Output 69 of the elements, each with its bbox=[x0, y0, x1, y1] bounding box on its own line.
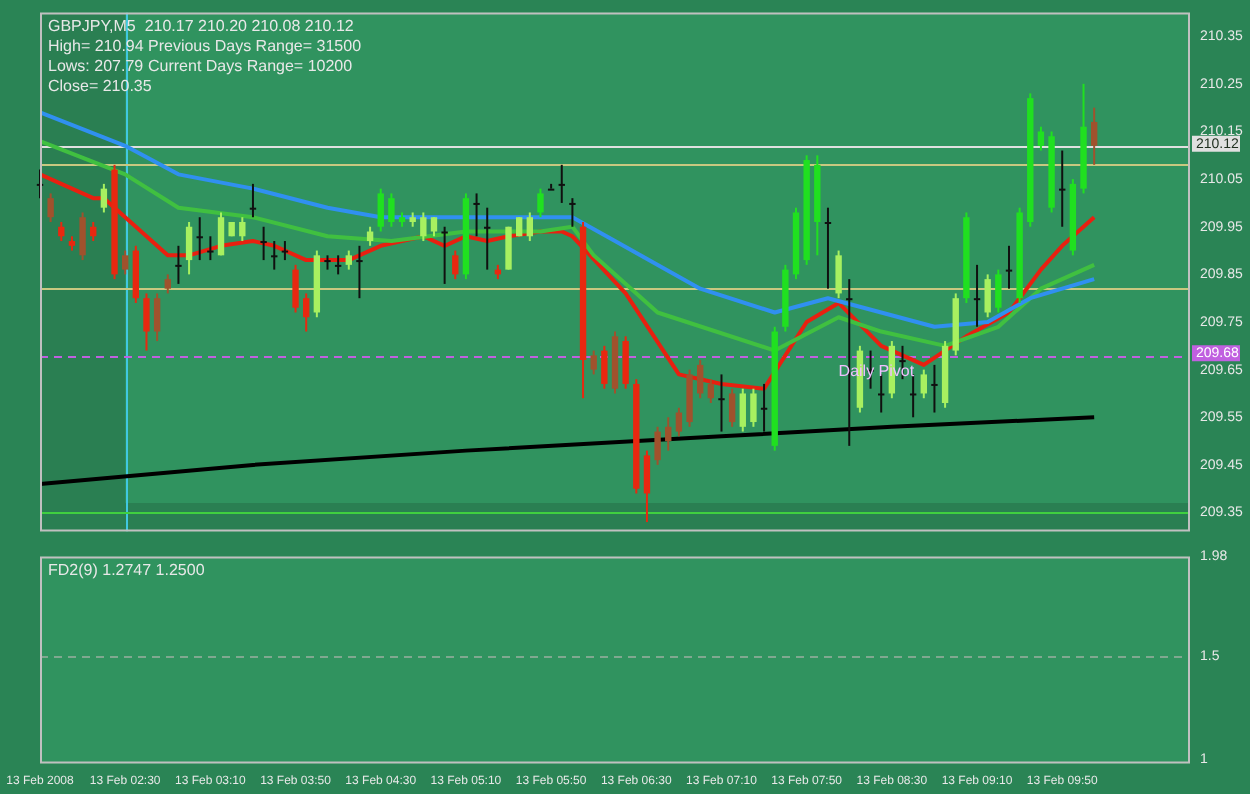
candlestick bbox=[909, 373, 917, 419]
candlestick bbox=[260, 225, 267, 262]
candlestick bbox=[824, 206, 832, 290]
candlestick bbox=[217, 211, 225, 257]
candlestick bbox=[547, 182, 555, 191]
candlestick bbox=[292, 263, 299, 314]
candlestick bbox=[153, 292, 161, 343]
candlestick bbox=[377, 187, 384, 233]
candlestick bbox=[420, 211, 427, 243]
candlestick bbox=[271, 240, 278, 271]
candlestick bbox=[303, 292, 310, 333]
candlestick bbox=[430, 216, 438, 238]
candlestick bbox=[750, 387, 757, 428]
candlestick bbox=[973, 263, 981, 328]
candlestick bbox=[185, 220, 193, 276]
chart-title: FD2(9) 1.2747 1.2500 bbox=[48, 560, 206, 579]
candlestick bbox=[100, 182, 108, 214]
candlestick bbox=[249, 182, 257, 219]
candlestick bbox=[143, 292, 150, 352]
candlestick bbox=[601, 344, 608, 390]
candlestick bbox=[334, 254, 342, 276]
candlestick bbox=[707, 378, 715, 404]
candlestick bbox=[696, 359, 704, 400]
candlestick bbox=[196, 216, 203, 262]
candlestick bbox=[835, 249, 842, 300]
candlestick bbox=[79, 211, 86, 262]
candlestick bbox=[132, 244, 140, 304]
candlestick bbox=[324, 254, 331, 271]
candlestick bbox=[654, 425, 661, 466]
annotation: Previous Days Range= 31500 bbox=[148, 36, 363, 55]
candlestick bbox=[345, 249, 352, 271]
candlestick bbox=[505, 225, 512, 271]
candlestick bbox=[995, 268, 1002, 314]
candlestick bbox=[164, 273, 171, 295]
candlestick bbox=[452, 249, 459, 281]
candlestick bbox=[388, 192, 395, 228]
candlestick bbox=[931, 363, 938, 414]
candlestick bbox=[686, 368, 693, 428]
candlestick bbox=[739, 387, 746, 433]
candlestick bbox=[121, 249, 129, 276]
candlestick bbox=[537, 187, 544, 219]
candlestick bbox=[590, 349, 597, 376]
candlestick bbox=[558, 163, 565, 204]
candlestick bbox=[718, 373, 725, 433]
candlestick bbox=[920, 368, 927, 400]
candlestick bbox=[1059, 149, 1066, 228]
candlestick bbox=[484, 206, 491, 271]
candlestick bbox=[728, 387, 736, 428]
candlestick bbox=[239, 216, 246, 243]
candlestick bbox=[1005, 244, 1013, 290]
candlestick bbox=[1090, 106, 1098, 166]
candlestick bbox=[526, 211, 534, 243]
candlestick bbox=[47, 192, 54, 223]
candlestick bbox=[175, 244, 182, 285]
candlestick bbox=[984, 273, 991, 319]
candlestick bbox=[473, 192, 480, 238]
candlestick bbox=[643, 449, 651, 524]
candlestick bbox=[665, 416, 672, 452]
candlestick bbox=[675, 406, 683, 438]
annotation: Current Days Range= 10200 bbox=[148, 56, 354, 75]
candlestick bbox=[622, 335, 629, 390]
candlestick bbox=[441, 225, 448, 285]
candlestick bbox=[207, 235, 214, 262]
candlestick bbox=[1037, 125, 1045, 152]
candlestick bbox=[878, 373, 885, 414]
candlestick bbox=[356, 244, 363, 300]
candlestick bbox=[760, 382, 768, 433]
candlestick bbox=[281, 240, 289, 262]
candlestick bbox=[569, 197, 576, 228]
